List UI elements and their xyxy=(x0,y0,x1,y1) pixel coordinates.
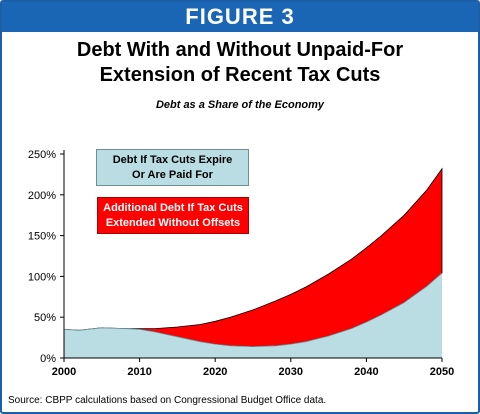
x-tick-label: 2000 xyxy=(52,366,76,378)
chart-title: Debt With and Without Unpaid-For Extensi… xyxy=(2,38,478,88)
x-tick-label: 2020 xyxy=(203,366,227,378)
source-note: Source: CBPP calculations based on Congr… xyxy=(8,395,327,406)
figure-label: FIGURE 3 xyxy=(2,2,478,32)
series-base-debt-line xyxy=(63,272,443,348)
x-tick-label: 2050 xyxy=(430,366,454,378)
legend-base-line-1: Debt If Tax Cuts Expire xyxy=(112,154,233,166)
chart-subtitle: Debt as a Share of the Economy xyxy=(155,99,325,111)
x-tick-label: 2040 xyxy=(354,366,378,378)
y-tick-label: 200% xyxy=(28,190,56,202)
y-tick-label: 250% xyxy=(28,149,56,161)
legend-base-debt: Debt If Tax Cuts Expire Or Are Paid For xyxy=(96,149,249,186)
x-tick-label: 2030 xyxy=(279,366,303,378)
legend-additional-debt: Additional Debt If Tax Cuts Extended Wit… xyxy=(97,197,249,234)
legend-extra-line-2: Extended Without Offsets xyxy=(105,217,241,229)
legend-extra-line-1: Additional Debt If Tax Cuts xyxy=(103,202,243,214)
y-tick-label: 150% xyxy=(28,231,56,243)
y-tick-label: 50% xyxy=(34,312,56,324)
chart-title-line-1: Debt With and Without Unpaid-For xyxy=(76,39,404,61)
legend-base-line-2: Or Are Paid For xyxy=(132,169,213,181)
x-tick-label: 2010 xyxy=(127,366,151,378)
chart-title-line-2: Extension of Recent Tax Cuts xyxy=(99,64,381,86)
y-tick-label: 0% xyxy=(40,353,56,365)
series-base-debt-area xyxy=(64,273,442,358)
y-tick-label: 100% xyxy=(28,271,56,283)
